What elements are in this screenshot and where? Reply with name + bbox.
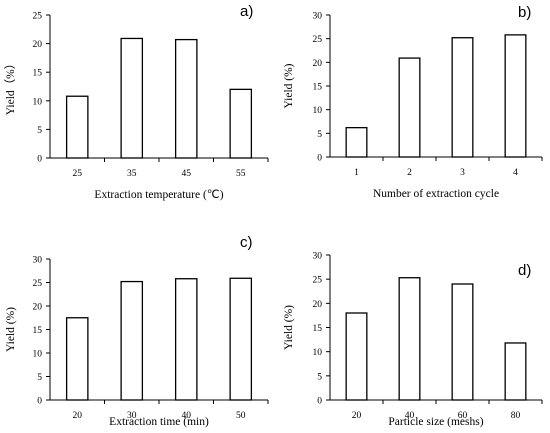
- y-tick-label: 25: [33, 279, 43, 289]
- x-tick-label: 2: [407, 168, 412, 178]
- bar-20: [345, 312, 368, 401]
- x-axis-label: Number of extraction cycle: [373, 188, 499, 200]
- panel-label: b): [518, 4, 531, 21]
- x-tick-label: 40: [405, 411, 415, 421]
- x-axis-label: Extraction time (min): [109, 416, 209, 428]
- x-tick-label: 3: [460, 168, 465, 178]
- y-tick-label: 0: [317, 397, 322, 407]
- y-tick-label: 30: [33, 256, 43, 266]
- y-tick-label: 0: [37, 397, 42, 407]
- y-tick-label: 20: [313, 300, 323, 310]
- chart-panel-d: 0 5 10 15 20 25 30 20 40 60 80 Particle size (meshs…: [283, 252, 543, 428]
- x-axis-label: Particle size (meshs): [388, 416, 483, 428]
- x-tick-label: 55: [236, 169, 246, 179]
- y-tick-label: 0: [37, 155, 42, 165]
- y-axis-label: Yield (%): [283, 305, 295, 350]
- bar-20: [65, 317, 89, 401]
- x-tick-label: 60: [458, 411, 468, 421]
- x-tick-label: 20: [352, 411, 362, 421]
- x-tick-label: 40: [182, 411, 192, 421]
- y-tick-label: 0: [317, 154, 322, 164]
- y-tick-label: 25: [33, 12, 43, 22]
- y-tick-label: 30: [313, 252, 323, 262]
- y-tick-label: 5: [37, 126, 42, 136]
- x-tick-label: 30: [127, 411, 137, 421]
- y-tick-label: 15: [313, 83, 323, 93]
- panel-label: d): [518, 262, 531, 279]
- x-tick-label: 50: [236, 411, 246, 421]
- x-tick-label: 35: [127, 169, 137, 179]
- bar-2: [398, 57, 421, 158]
- y-tick-label: 25: [313, 35, 323, 45]
- bar-55: [229, 88, 253, 159]
- y-tick-label: 5: [317, 130, 322, 140]
- x-tick-label: 20: [73, 411, 83, 421]
- y-tick-label: 20: [313, 59, 323, 69]
- bar-50: [229, 277, 253, 401]
- bar-45: [174, 38, 198, 159]
- bar-60: [451, 283, 474, 401]
- panel-label: a): [240, 3, 253, 20]
- y-axis-label: Yield (%): [283, 63, 295, 108]
- y-tick-label: 10: [33, 97, 43, 107]
- y-tick-label: 15: [33, 326, 43, 336]
- y-tick-label: 10: [313, 348, 323, 358]
- bar-35: [120, 37, 144, 159]
- y-tick-label: 20: [33, 40, 43, 50]
- bar-3: [451, 37, 474, 158]
- y-tick-label: 5: [317, 372, 322, 382]
- panel-label: c): [240, 234, 253, 251]
- bar-1: [345, 127, 368, 158]
- y-tick-label: 30: [313, 12, 323, 22]
- bar-4: [504, 34, 527, 158]
- x-axis-label: Extraction temperature (℃): [94, 189, 223, 201]
- y-tick-label: 20: [33, 303, 43, 313]
- y-axis-label: Yield（%）: [4, 58, 17, 116]
- x-tick-label: 45: [182, 169, 192, 179]
- chart-panel-a: 0 5 10 15 20 25 25 35 45 55 Extraction temperature…: [4, 3, 269, 201]
- x-tick-label: 1: [354, 168, 359, 178]
- chart-panel-c: 0 5 10 15 20 25 30 20 30 40 50 Extraction time (min…: [5, 234, 269, 428]
- bar-80: [504, 342, 527, 401]
- bar-30: [120, 280, 144, 401]
- x-tick-label: 4: [513, 168, 518, 178]
- y-axis-label: Yield (%): [5, 307, 17, 352]
- bar-40: [174, 278, 198, 401]
- y-tick-label: 25: [313, 276, 323, 286]
- bar-25: [65, 95, 89, 159]
- bar-40: [398, 277, 421, 401]
- y-tick-label: 15: [313, 324, 323, 334]
- chart-panel-b: 0 5 10 15 20 25 30 1 2 3 4 Number of extraction cyc…: [283, 4, 543, 200]
- y-tick-label: 15: [33, 69, 43, 79]
- x-tick-label: 25: [73, 169, 83, 179]
- y-tick-label: 10: [33, 350, 43, 360]
- y-tick-label: 5: [37, 373, 42, 383]
- x-tick-label: 80: [511, 411, 521, 421]
- y-tick-label: 10: [313, 106, 323, 116]
